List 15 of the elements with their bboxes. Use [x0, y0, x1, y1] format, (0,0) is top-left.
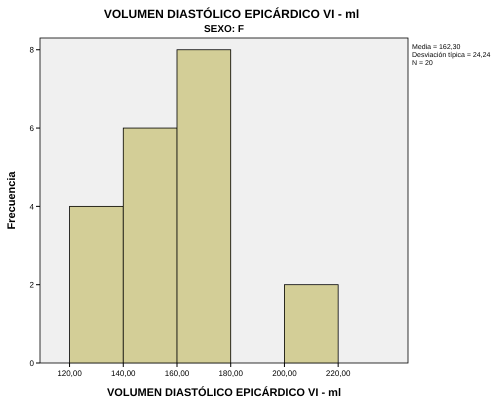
y-tick-label: 0: [30, 359, 35, 368]
y-tick-label: 8: [30, 46, 35, 55]
x-tick-label: 140,00: [111, 369, 136, 378]
y-axis-title: Frecuencia: [6, 170, 18, 230]
x-tick-label: 200,00: [272, 369, 298, 378]
x-tick-label: 180,00: [218, 369, 244, 378]
y-tick-label: 4: [30, 202, 35, 212]
x-axis-title: VOLUMEN DIASTÓLICO EPICÁRDICO VI - ml: [106, 386, 342, 399]
x-tick-label: 160,00: [164, 369, 190, 378]
x-tick-label: 220,00: [326, 369, 351, 378]
y-tick-label: 6: [30, 124, 35, 134]
x-tick-label: 120,00: [57, 369, 82, 378]
chart-title: VOLUMEN DIASTÓLICO EPICÁRDICO VI - ml: [104, 7, 360, 21]
y-tick-label: 2: [30, 280, 35, 290]
chart-subtitle: SEXO: F: [204, 24, 244, 35]
